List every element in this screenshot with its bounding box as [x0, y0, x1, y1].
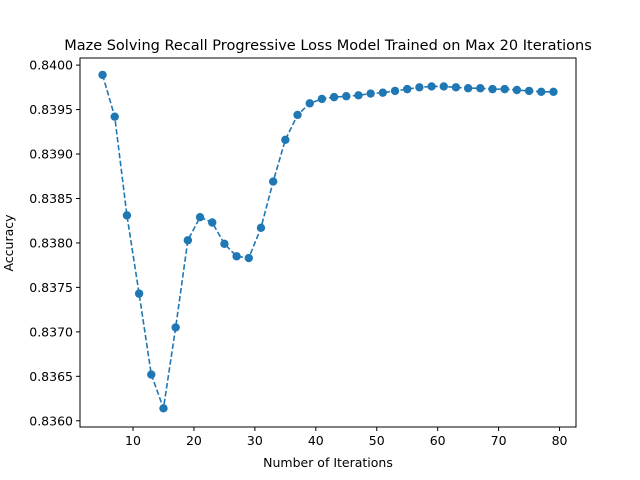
data-point	[293, 110, 302, 120]
data-point	[500, 84, 509, 94]
data-point	[439, 82, 448, 91]
data-point	[451, 83, 461, 92]
x-tick-label: 40	[308, 433, 324, 448]
x-tick-label: 10	[125, 433, 141, 448]
data-point	[122, 211, 132, 220]
data-point	[390, 86, 400, 96]
plot-frame	[79, 57, 577, 428]
y-tick-label: 0.8365	[29, 369, 73, 384]
data-point	[220, 239, 229, 249]
data-point	[329, 92, 339, 102]
x-tick-label: 70	[491, 433, 507, 448]
x-axis-label: Number of Iterations	[263, 455, 393, 470]
data-point	[317, 94, 327, 104]
y-tick-label: 0.8370	[29, 324, 73, 339]
x-tick-label: 30	[247, 433, 263, 448]
data-point	[183, 236, 193, 245]
data-point	[305, 99, 314, 108]
chart-title: Maze Solving Recall Progressive Loss Mod…	[64, 38, 592, 54]
data-point	[512, 85, 522, 95]
y-tick-label: 0.8385	[29, 191, 73, 206]
data-point	[476, 84, 485, 93]
y-tick-label: 0.8375	[29, 280, 73, 295]
data-point	[232, 252, 241, 261]
data-point	[537, 87, 546, 96]
data-point	[110, 112, 119, 121]
data-point	[244, 253, 253, 263]
data-point	[549, 87, 558, 96]
data-point	[256, 223, 266, 233]
data-point	[354, 91, 363, 100]
data-point	[159, 404, 168, 413]
data-point	[366, 89, 375, 98]
data-point	[463, 84, 473, 93]
data-point	[208, 218, 217, 227]
data-point	[171, 323, 180, 332]
y-tick-label: 0.8400	[29, 58, 73, 73]
x-tick-label: 20	[186, 433, 202, 448]
series-line	[101, 74, 554, 409]
data-point	[98, 70, 107, 80]
data-point	[378, 88, 388, 97]
data-point	[147, 370, 156, 379]
x-tick-label: 50	[369, 433, 385, 448]
y-axis-label: Accuracy	[1, 214, 16, 272]
data-point	[427, 82, 436, 91]
y-tick-label: 0.8390	[29, 147, 73, 162]
data-point	[415, 83, 424, 92]
data-point	[342, 92, 351, 101]
data-point	[281, 135, 290, 144]
y-tick-label: 0.8395	[29, 102, 73, 117]
data-point	[134, 289, 144, 298]
y-tick-label: 0.8360	[29, 413, 73, 428]
y-tick-label: 0.8380	[29, 235, 73, 250]
x-tick-label: 60	[430, 433, 446, 448]
data-point	[403, 84, 412, 94]
data-point	[524, 86, 534, 96]
data-point	[195, 212, 205, 222]
data-point	[488, 84, 497, 94]
x-tick-label: 80	[552, 433, 568, 448]
data-point	[268, 177, 278, 186]
